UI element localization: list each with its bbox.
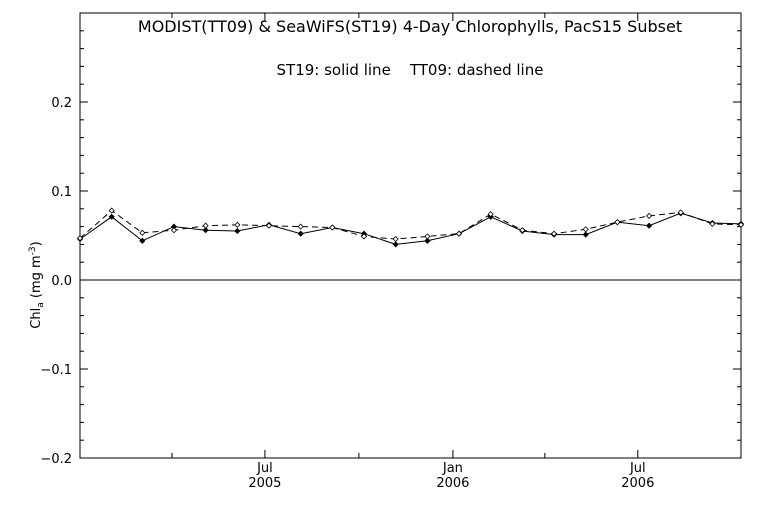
plot-area: [79, 12, 742, 459]
data-point-tt09: [487, 211, 494, 218]
legend-text: ST19: solid line TT09: dashed line: [277, 61, 544, 79]
data-point-tt09: [550, 230, 558, 237]
data-point-tt09: [582, 226, 589, 233]
data-point-tt09: [139, 229, 146, 236]
data-point-st19: [424, 237, 431, 244]
y-tick-label: −0.1: [40, 363, 72, 378]
x-tick-year: 2005: [248, 476, 281, 491]
data-point-st19: [392, 241, 399, 248]
data-point-tt09: [709, 220, 716, 227]
data-point-st19: [297, 230, 304, 237]
data-point-tt09: [519, 227, 526, 234]
data-point-tt09: [424, 233, 431, 240]
data-point-tt09: [297, 223, 304, 230]
data-point-tt09: [455, 230, 463, 237]
plot-frame: [79, 12, 742, 459]
data-point-st19: [645, 222, 653, 229]
x-tick-label: Jul: [629, 461, 646, 476]
data-point-st19: [139, 237, 146, 244]
data-point-tt09: [737, 221, 745, 228]
x-tick-label: Jan: [442, 461, 463, 476]
x-tick-year: 2006: [436, 476, 469, 491]
data-point-st19: [582, 231, 589, 238]
data-point-st19: [108, 213, 115, 220]
data-point-tt09: [677, 209, 684, 216]
data-point-tt09: [234, 221, 241, 228]
y-tick-label: 0.2: [51, 96, 72, 111]
series-layer: [76, 207, 745, 248]
data-point-tt09: [614, 219, 621, 226]
series-line-tt09: [79, 209, 742, 240]
y-axis: −0.2 −0.1 0.0 0.1 0.2: [40, 12, 741, 467]
data-point-tt09: [265, 222, 273, 229]
data-point-tt09: [329, 224, 336, 231]
x-tick-label: Jul: [256, 461, 273, 476]
chart-title: MODIST(TT09) & SeaWiFS(ST19) 4-Day Chlor…: [138, 17, 682, 36]
data-point-tt09: [170, 227, 178, 234]
data-point-tt09: [76, 235, 84, 242]
data-point-st19: [202, 227, 209, 234]
x-tick-year: 2006: [621, 476, 654, 491]
data-point-tt09: [202, 222, 209, 229]
series-line-st19: [79, 212, 742, 245]
data-point-tt09: [392, 235, 399, 243]
data-point-tt09: [360, 233, 368, 240]
data-point-tt09: [645, 212, 653, 219]
data-point-st19: [234, 227, 241, 235]
y-tick-label: 0.1: [51, 185, 72, 200]
y-tick-label: −0.2: [40, 452, 72, 467]
y-axis-label: Chla (mg m-3): [28, 241, 46, 328]
data-point-tt09: [108, 207, 115, 214]
y-tick-label: 0.0: [51, 274, 72, 289]
